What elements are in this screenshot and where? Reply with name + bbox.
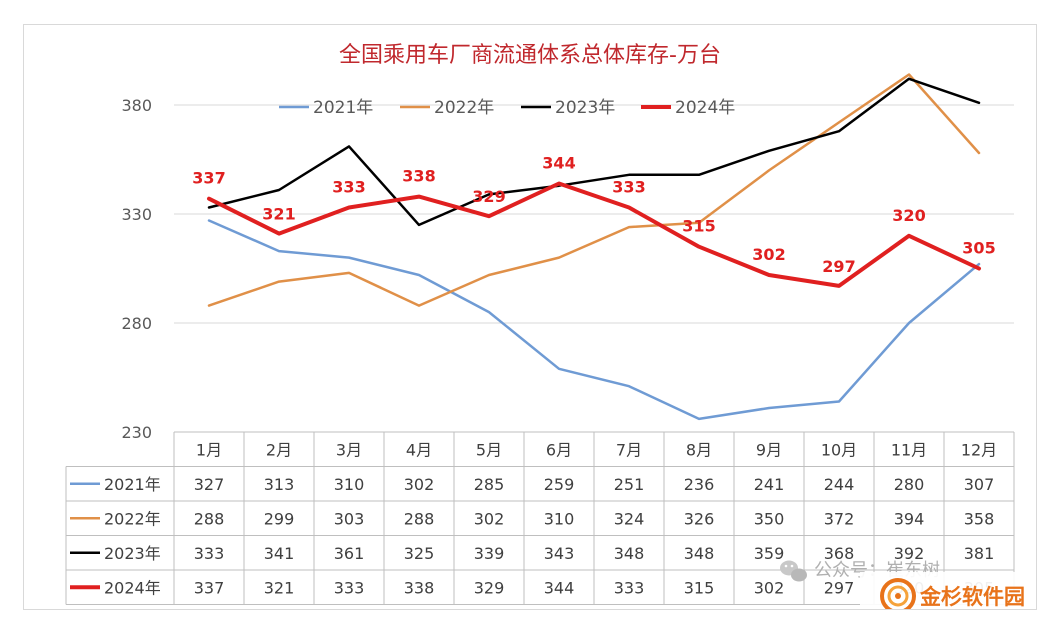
table-cell: 251	[614, 475, 645, 494]
chart-frame: 全国乘用车厂商流通体系总体库存-万台 380 330 280 230 1月 2月 3月 4月…	[23, 24, 1037, 610]
series-line-2021年	[207, 219, 981, 421]
logo-text: 金杉软件园	[919, 585, 1025, 609]
data-label: 344	[542, 153, 575, 172]
table-cell: 288	[194, 509, 225, 528]
table-cell: 368	[824, 544, 855, 563]
data-label: 315	[682, 217, 715, 236]
table-cell: 327	[194, 475, 225, 494]
x-tick-label: 3月	[336, 440, 362, 459]
table-cell: 341	[264, 544, 295, 563]
x-tick-label: 10月	[821, 440, 857, 459]
table-cell: 307	[964, 475, 995, 494]
table-cell: 236	[684, 475, 715, 494]
data-label: 297	[822, 257, 855, 276]
legend-label: 2022年	[434, 98, 494, 118]
table-cell: 339	[474, 544, 505, 563]
table-cell: 333	[334, 578, 365, 597]
table-cell: 329	[474, 578, 505, 597]
table-row-label: 2022年	[104, 509, 161, 528]
data-label: 305	[962, 239, 995, 258]
table-cell: 302	[754, 578, 785, 597]
legend-label: 2021年	[313, 98, 373, 118]
table-cell: 280	[894, 475, 925, 494]
table-cell: 285	[474, 475, 505, 494]
table-cell: 348	[614, 544, 645, 563]
series-lines	[207, 73, 981, 421]
table-cell: 359	[754, 544, 785, 563]
legend: 2021年 2022年 2023年 2024年	[279, 98, 735, 118]
table-cell: 313	[264, 475, 295, 494]
data-labels: 337 321 333 338 329 344 333 315 302 297 320 305	[192, 153, 995, 275]
watermark: 公众号：崔东树 金杉软件园	[780, 560, 1036, 609]
table-cell: 343	[544, 544, 575, 563]
table-cell: 350	[754, 509, 785, 528]
table-cell: 333	[614, 578, 645, 597]
logo-backdrop	[860, 572, 1036, 608]
table-cell: 310	[544, 509, 575, 528]
table-cell: 303	[334, 509, 365, 528]
data-label: 320	[892, 206, 925, 225]
data-label: 333	[332, 177, 365, 196]
chart-title: 全国乘用车厂商流通体系总体库存-万台	[339, 43, 721, 68]
table-cell: 299	[264, 509, 295, 528]
table-cell: 333	[194, 544, 225, 563]
table-cell: 344	[544, 578, 575, 597]
logo-icon	[880, 578, 916, 609]
table-cell: 259	[544, 475, 575, 494]
wechat-icon	[780, 560, 807, 582]
table-cell: 338	[404, 578, 435, 597]
table-cell: 358	[964, 509, 995, 528]
legend-label: 2023年	[555, 98, 615, 118]
x-tick-label: 9月	[756, 440, 782, 459]
table-cell: 348	[684, 544, 715, 563]
series-line-2022年	[207, 73, 981, 307]
table-row-label: 2021年	[104, 475, 161, 494]
legend-label: 2024年	[675, 98, 735, 118]
table-cell: 361	[334, 544, 365, 563]
x-tick-label: 8月	[686, 440, 712, 459]
y-tick-label: 280	[121, 314, 152, 333]
y-tick-label: 230	[121, 423, 152, 442]
table-cell: 326	[684, 509, 715, 528]
table-cell: 310	[334, 475, 365, 494]
grid	[174, 104, 1014, 324]
table-cell: 302	[474, 509, 505, 528]
table-cell: 244	[824, 475, 855, 494]
table-cell: 381	[964, 544, 995, 563]
y-tick-label: 330	[121, 205, 152, 224]
x-tick-label: 12月	[961, 440, 997, 459]
x-tick-label: 6月	[546, 440, 572, 459]
table-cell: 241	[754, 475, 785, 494]
x-tick-label: 2月	[266, 440, 292, 459]
table-cell: 337	[194, 578, 225, 597]
table-cell: 321	[264, 578, 295, 597]
x-tick-label: 4月	[406, 440, 432, 459]
table-row-label: 2024年	[104, 578, 161, 597]
table-cell: 288	[404, 509, 435, 528]
data-label: 333	[612, 177, 645, 196]
x-tick-label: 7月	[616, 440, 642, 459]
table-cell: 324	[614, 509, 645, 528]
x-tick-label: 11月	[891, 440, 927, 459]
chart: 全国乘用车厂商流通体系总体库存-万台 380 330 280 230 1月 2月 3月 4月…	[65, 43, 1036, 609]
table-row-label: 2023年	[104, 544, 161, 563]
series-line-2024年	[207, 181, 981, 288]
table-cell: 297	[824, 578, 855, 597]
y-axis: 380 330 280 230	[121, 96, 152, 442]
data-label: 321	[262, 205, 295, 224]
table-cell: 394	[894, 509, 925, 528]
table-cell: 372	[824, 509, 855, 528]
series-line-2023年	[207, 77, 981, 227]
table-cell: 315	[684, 578, 715, 597]
x-tick-label: 1月	[196, 440, 222, 459]
table-cell: 302	[404, 475, 435, 494]
data-label: 329	[472, 187, 505, 206]
table-cell: 392	[894, 544, 925, 563]
data-label: 302	[752, 245, 785, 264]
x-tick-label: 5月	[476, 440, 502, 459]
data-label: 338	[402, 167, 435, 186]
y-tick-label: 380	[121, 96, 152, 115]
table-cell: 325	[404, 544, 435, 563]
data-label: 337	[192, 169, 225, 188]
